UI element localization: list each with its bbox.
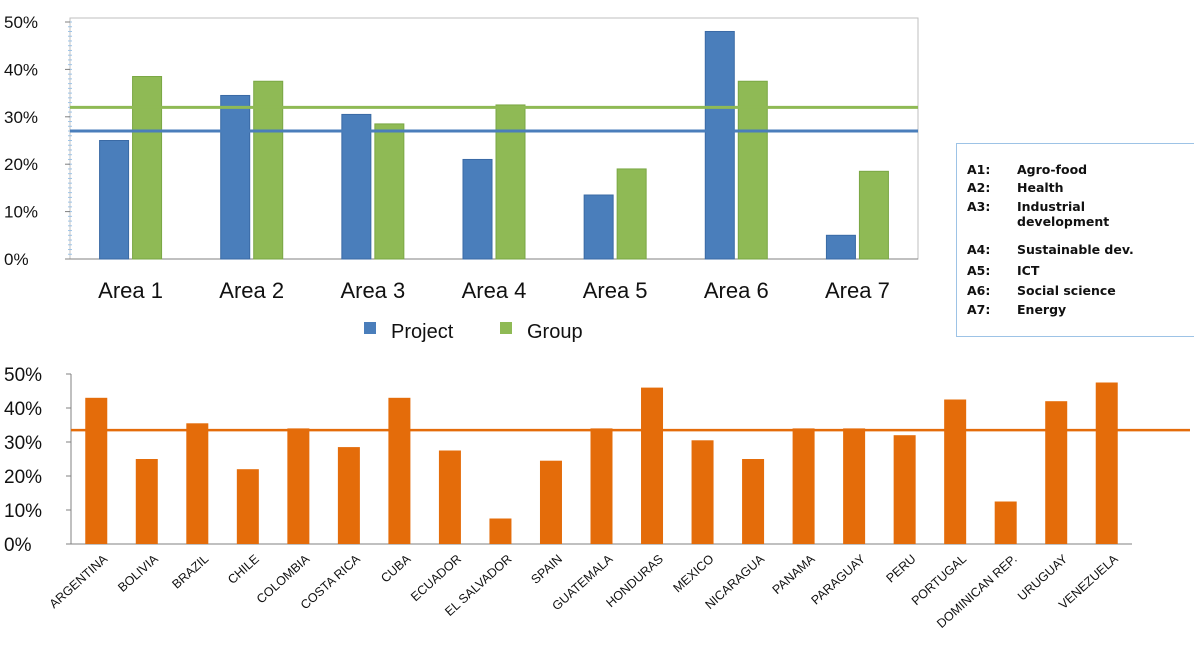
bar-country (994, 501, 1017, 544)
x-tick-label: PANAMA (770, 551, 818, 597)
y-tick-label: 40% (4, 399, 42, 420)
bar-country (539, 460, 562, 544)
y-tick-label: 30% (4, 108, 38, 127)
bar-country (944, 399, 967, 544)
bar-country (236, 469, 259, 544)
bar-country (489, 518, 512, 544)
x-tick-label: Area 4 (462, 278, 527, 303)
bar-group (374, 123, 405, 260)
bar-group (737, 80, 768, 260)
y-tick-label: 10% (4, 203, 38, 222)
bar-project (704, 30, 735, 260)
bar-group (616, 168, 647, 260)
bar-project (341, 113, 372, 260)
bar-project (462, 158, 493, 260)
x-tick-label: PERU (883, 552, 918, 586)
bar-project (220, 94, 251, 260)
x-tick-label: Area 3 (340, 278, 405, 303)
bar-project (825, 234, 856, 260)
bar-country (1095, 382, 1118, 544)
bar-country (691, 440, 714, 544)
area-key-name: Industrial development (1017, 199, 1110, 229)
bar-country (186, 423, 209, 544)
area-key-name: Agro-food (1017, 162, 1088, 177)
legend-label: Project (391, 321, 454, 343)
area-key-name: ICT (1017, 263, 1040, 278)
x-tick-label: Area 6 (704, 278, 769, 303)
area-key-code: A4: (967, 242, 991, 257)
bar-country (893, 435, 916, 544)
bar-group (253, 80, 284, 260)
area-key-code: A2: (967, 180, 991, 195)
x-tick-label: BOLIVIA (115, 551, 161, 594)
x-tick-label: Area 1 (98, 278, 163, 303)
bar-country (843, 428, 866, 544)
bar-country (135, 459, 158, 544)
bar-country (792, 428, 815, 544)
area-key-name: Sustainable dev. (1017, 242, 1134, 257)
bar-country (438, 450, 461, 544)
x-tick-label: Area 7 (825, 278, 890, 303)
area-key-code: A5: (967, 263, 991, 278)
bar-country (1045, 401, 1068, 544)
y-tick-label: 40% (4, 60, 38, 79)
x-tick-label: PARAGUAY (809, 551, 869, 607)
area-key-code: A3: (967, 199, 991, 214)
y-tick-label: 0% (4, 250, 29, 269)
y-tick-label: 20% (4, 155, 38, 174)
bar-group (858, 170, 889, 260)
bar-country (337, 447, 360, 544)
legend-swatch (500, 322, 512, 334)
y-tick-label: 20% (4, 467, 42, 488)
area-key-code: A6: (967, 283, 991, 298)
area-key-code: A7: (967, 302, 991, 317)
bar-country (742, 459, 765, 544)
x-tick-label: Area 5 (583, 278, 648, 303)
y-tick-label: 10% (4, 501, 42, 522)
area-key-name: Energy (1017, 302, 1067, 317)
bar-country (590, 428, 613, 544)
x-tick-label: MEXICO (671, 552, 717, 596)
bar-country (287, 428, 310, 544)
area-key-legend: A1: Agro-food A2: Health A3: Industrial … (956, 143, 1194, 337)
bar-project (583, 194, 614, 260)
bar-country (388, 397, 411, 544)
x-tick-label: SPAIN (528, 552, 565, 587)
y-tick-label: 50% (4, 365, 42, 386)
x-tick-label: CHILE (225, 552, 262, 587)
area-key-code: A1: (967, 162, 991, 177)
bar-country (641, 387, 664, 544)
y-tick-label: 30% (4, 433, 42, 454)
x-tick-label: ARGENTINA (47, 551, 111, 611)
area-key-name: Health (1017, 180, 1064, 195)
legend-swatch (364, 322, 376, 334)
x-tick-label: BRAZIL (169, 552, 211, 592)
bar-project (99, 140, 130, 260)
x-tick-label: Area 2 (219, 278, 284, 303)
bar-country (85, 397, 108, 544)
x-tick-label: CUBA (378, 551, 414, 585)
y-tick-label: 50% (4, 13, 38, 32)
legend-label: Group (527, 321, 583, 343)
area-bar-chart: 0% 10% 20% 30% 40% 50% Area 1 Area 2 Area 3 Area … (4, 13, 919, 343)
area-key-name: Social science (1017, 283, 1116, 298)
y-tick-label: 0% (4, 535, 32, 556)
